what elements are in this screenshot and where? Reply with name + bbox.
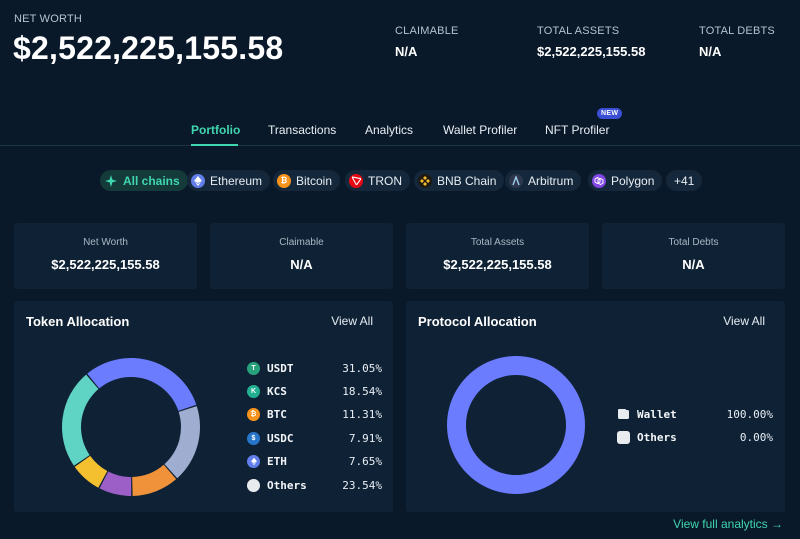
bnb-icon	[418, 173, 432, 188]
summary-card-total-assets: Total Assets $2,522,225,155.58	[406, 223, 589, 289]
chain-chip-arbitrum[interactable]: Arbitrum	[505, 170, 582, 191]
tab-nft-profiler[interactable]: NFT Profiler	[545, 123, 610, 137]
legend-item-wallet: Wallet 100.00%	[617, 406, 773, 422]
chain-chip-ethereum[interactable]: Ethereum	[187, 170, 271, 191]
sparkle-icon	[104, 174, 118, 188]
protocol-donut-chart	[446, 356, 585, 494]
view-all-protocols-link[interactable]: View All	[723, 314, 765, 328]
legend-item-btc: ₿ BTC 11.31%	[247, 406, 382, 422]
summary-label: Net Worth	[83, 237, 128, 248]
panel-title: Token Allocation	[26, 314, 130, 329]
view-full-analytics-link[interactable]: View full analytics →	[673, 517, 783, 531]
summary-value: N/A	[290, 257, 313, 272]
claimable-label: CLAIMABLE	[395, 25, 459, 37]
net-worth-value: $2,522,225,155.58	[13, 30, 284, 66]
donut-slice-usdt	[87, 358, 197, 411]
donut-slice-wallet	[446, 356, 585, 494]
bitcoin-icon: ₿	[247, 407, 260, 421]
donut-slice-usdc	[99, 471, 132, 496]
tab-analytics[interactable]: Analytics	[365, 123, 414, 137]
ethereum-icon	[247, 454, 260, 468]
legend-symbol: USDT	[267, 361, 294, 375]
chip-label: All chains	[123, 173, 180, 188]
panel-title: Protocol Allocation	[418, 314, 537, 329]
summary-card-claimable: Claimable N/A	[210, 223, 393, 289]
usdc-icon: $	[247, 431, 260, 445]
bitcoin-icon: ₿	[277, 173, 291, 188]
legend-percent: 31.05%	[342, 361, 382, 375]
tab-bar: Portfolio Transactions Analytics Wallet …	[0, 113, 800, 146]
donut-slice-btc	[132, 464, 177, 496]
total-debts-label: TOTAL DEBTS	[699, 25, 775, 37]
legend-item-eth: ETH 7.65%	[247, 453, 382, 469]
token-donut-chart	[61, 358, 200, 496]
view-all-tokens-link[interactable]: View All	[331, 314, 373, 328]
legend-symbol: Others	[267, 478, 307, 492]
others-icon	[247, 478, 260, 492]
chip-label: BNB Chain	[437, 173, 497, 188]
chip-label: Polygon	[611, 173, 655, 188]
summary-label: Claimable	[279, 237, 324, 248]
tab-wallet-profiler[interactable]: Wallet Profiler	[443, 123, 518, 137]
legend-percent: 100.00%	[726, 407, 773, 421]
legend-item-others: Others 23.54%	[247, 477, 382, 493]
total-assets-value: $2,522,225,155.58	[537, 44, 646, 59]
summary-value: N/A	[682, 257, 705, 272]
legend-symbol: BTC	[267, 407, 287, 421]
chain-chip-all[interactable]: All chains	[100, 170, 188, 191]
donut-slice-eth	[74, 455, 108, 488]
tab-portfolio[interactable]: Portfolio	[191, 123, 241, 137]
legend-symbol: USDC	[267, 431, 294, 445]
net-worth-label: NET WORTH	[14, 13, 83, 25]
claimable-value: N/A	[395, 44, 418, 59]
arbitrum-icon	[509, 173, 523, 188]
legend-item-usdc: $ USDC 7.91%	[247, 430, 382, 446]
token-allocation-panel: Token Allocation View All T USDT 31.05% …	[14, 301, 393, 512]
tab-transactions[interactable]: Transactions	[268, 123, 337, 137]
legend-percent: 0.00%	[739, 430, 773, 444]
chip-label: Bitcoin	[296, 173, 333, 188]
chain-chip-polygon[interactable]: Polygon	[588, 170, 663, 191]
summary-value: $2,522,225,155.58	[51, 257, 160, 272]
ethereum-icon	[191, 173, 205, 188]
chip-label: Arbitrum	[528, 173, 574, 188]
summary-value: $2,522,225,155.58	[443, 257, 552, 272]
summary-label: Total Debts	[668, 237, 719, 248]
protocol-allocation-panel: Protocol Allocation View All Wallet 100.…	[406, 301, 785, 512]
summary-card-net-worth: Net Worth $2,522,225,155.58	[14, 223, 197, 289]
chain-chip-more[interactable]: +41	[666, 170, 703, 191]
legend-percent: 18.54%	[342, 384, 382, 398]
total-debts-value: N/A	[699, 44, 722, 59]
chain-chip-tron[interactable]: TRON	[345, 170, 410, 191]
legend-item-usdt: T USDT 31.05%	[247, 360, 382, 376]
kcs-icon: K	[247, 384, 260, 398]
legend-name: Others	[637, 430, 677, 444]
donut-slice-others	[61, 374, 99, 466]
legend-percent: 7.65%	[348, 454, 382, 468]
legend-item-others: Others 0.00%	[617, 429, 773, 445]
total-assets-label: TOTAL ASSETS	[537, 25, 620, 37]
usdt-icon: T	[247, 361, 260, 375]
legend-percent: 7.91%	[348, 431, 382, 445]
tron-icon	[349, 173, 363, 188]
donut-slice-kcs	[164, 406, 200, 479]
wallet-icon	[617, 408, 630, 421]
others-icon	[617, 430, 630, 444]
summary-card-total-debts: Total Debts N/A	[602, 223, 785, 289]
legend-symbol: KCS	[267, 384, 287, 398]
legend-percent: 11.31%	[342, 407, 382, 421]
chain-chip-bitcoin[interactable]: ₿ Bitcoin	[273, 170, 341, 191]
new-badge: NEW	[597, 108, 623, 119]
chain-chip-bnb[interactable]: BNB Chain	[414, 170, 505, 191]
legend-item-kcs: K KCS 18.54%	[247, 383, 382, 399]
chip-label: TRON	[368, 173, 402, 188]
legend-name: Wallet	[637, 407, 677, 421]
summary-label: Total Assets	[470, 237, 525, 248]
legend-symbol: ETH	[267, 454, 287, 468]
chip-label: Ethereum	[210, 173, 263, 188]
active-tab-indicator	[191, 144, 238, 146]
polygon-icon	[592, 173, 606, 188]
chain-filter: All chains Ethereum ₿ Bitcoin TRON BNB C…	[0, 170, 800, 192]
legend-percent: 23.54%	[342, 478, 382, 492]
